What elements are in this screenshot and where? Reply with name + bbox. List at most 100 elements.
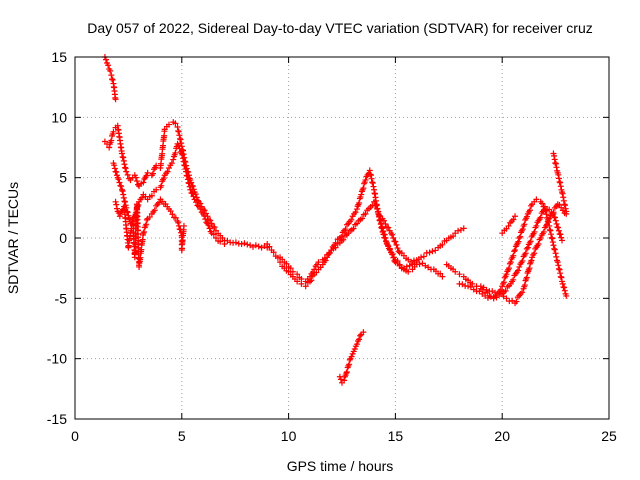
data-point — [167, 208, 174, 215]
data-point — [557, 183, 564, 190]
data-point — [552, 250, 559, 257]
data-point — [143, 216, 150, 223]
data-point — [189, 190, 196, 197]
data-point — [151, 207, 158, 214]
data-point — [116, 213, 123, 220]
data-point — [552, 160, 559, 167]
data-point — [266, 243, 273, 250]
data-point — [366, 167, 373, 174]
data-point — [165, 165, 172, 172]
x-axis-label: GPS time / hours — [287, 458, 394, 474]
data-point — [556, 266, 563, 273]
data-point — [505, 222, 512, 229]
data-point — [493, 294, 500, 301]
data-point — [500, 279, 507, 286]
series-late-peak — [550, 150, 570, 215]
data-point — [289, 268, 296, 275]
data-point — [429, 248, 436, 255]
data-point — [124, 171, 131, 178]
data-point — [140, 179, 147, 186]
data-point — [197, 206, 204, 213]
data-point — [379, 225, 386, 232]
data-point — [110, 128, 117, 135]
data-point — [174, 123, 181, 130]
data-point — [187, 186, 194, 193]
data-point — [376, 212, 383, 219]
data-point — [557, 179, 564, 186]
data-point — [122, 165, 129, 172]
data-point — [420, 253, 427, 260]
data-point — [342, 226, 349, 233]
data-point — [356, 336, 363, 343]
data-point — [380, 228, 387, 235]
data-point — [528, 257, 535, 264]
data-point — [189, 183, 196, 190]
data-point — [376, 212, 383, 219]
data-point — [452, 268, 459, 275]
data-point — [211, 224, 218, 231]
data-point — [550, 242, 557, 249]
data-point — [516, 235, 523, 241]
data-point — [533, 196, 540, 203]
data-point — [439, 273, 446, 280]
data-point — [120, 157, 127, 164]
data-point — [548, 234, 555, 241]
data-point — [367, 171, 374, 178]
data-point — [193, 199, 200, 206]
data-point — [341, 377, 348, 384]
series-early-scatter — [112, 196, 187, 270]
data-point — [270, 249, 277, 256]
data-point — [186, 180, 193, 187]
data-point — [180, 222, 187, 229]
data-point — [343, 221, 350, 228]
y-tick-label: -5 — [55, 290, 68, 306]
data-point — [158, 182, 165, 189]
data-point — [321, 255, 328, 262]
data-points — [101, 54, 570, 386]
data-point — [201, 212, 208, 219]
data-point — [469, 280, 476, 287]
data-point — [392, 238, 399, 245]
data-point — [179, 151, 186, 158]
data-point — [385, 224, 392, 231]
data-point — [294, 278, 301, 285]
data-point — [350, 225, 357, 232]
data-point — [183, 168, 190, 175]
data-point — [512, 247, 519, 254]
data-point — [241, 240, 248, 247]
y-tick-label: 15 — [51, 49, 67, 65]
data-point — [400, 266, 407, 273]
data-point — [560, 197, 567, 204]
data-point — [177, 136, 184, 143]
data-point — [326, 250, 333, 257]
data-point — [351, 346, 358, 353]
data-point — [111, 165, 118, 172]
data-point — [483, 286, 490, 293]
data-point — [113, 201, 120, 208]
data-point — [352, 209, 359, 216]
data-point — [111, 162, 118, 169]
data-point — [537, 235, 544, 241]
x-tick-label: 10 — [281, 428, 297, 444]
data-point — [108, 72, 115, 79]
data-point — [294, 271, 301, 278]
data-point — [527, 238, 534, 245]
data-point — [143, 221, 150, 228]
data-point — [439, 241, 446, 248]
x-tick-label: 20 — [494, 428, 510, 444]
data-point — [490, 295, 497, 302]
x-tick-label: 25 — [601, 428, 617, 444]
series-early-peak — [101, 54, 119, 103]
data-point — [112, 96, 119, 103]
data-point — [156, 199, 163, 206]
data-point — [543, 211, 550, 218]
data-point — [169, 211, 176, 218]
data-point — [176, 145, 183, 152]
data-point — [244, 241, 251, 248]
data-point — [561, 284, 568, 291]
data-point — [390, 235, 397, 241]
data-point — [113, 169, 120, 176]
data-point — [426, 249, 433, 256]
data-point — [418, 254, 425, 261]
data-point — [557, 273, 564, 280]
